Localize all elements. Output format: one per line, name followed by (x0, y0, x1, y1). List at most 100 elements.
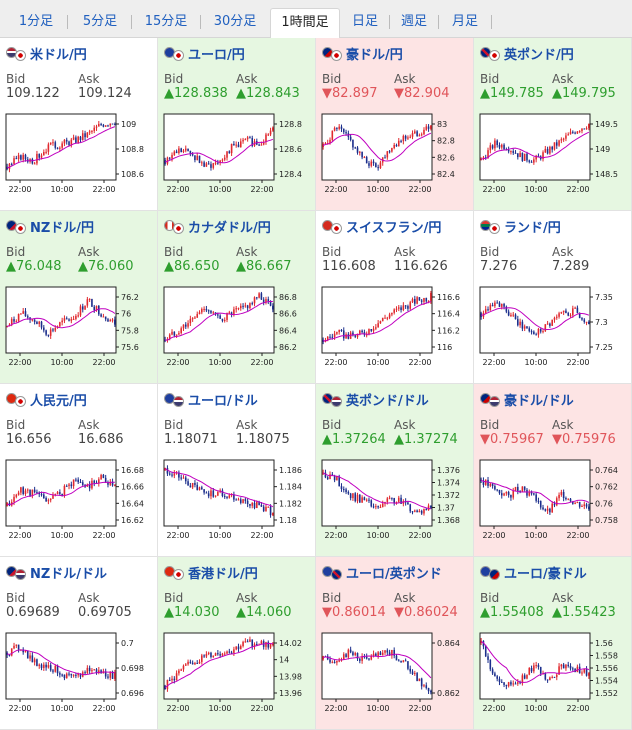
candle-body (356, 147, 359, 153)
flag-pair (164, 219, 186, 234)
pair-name[interactable]: 米ドル/円 (30, 48, 87, 63)
candle-body (498, 490, 501, 494)
candle-body (265, 134, 267, 143)
pair-name[interactable]: ユーロ/ドル (188, 394, 258, 409)
candle-body (100, 124, 102, 126)
tab-5min[interactable]: 5分足 (82, 14, 118, 29)
price-chart[interactable]: 1.56 1.558 1.556 1.554 1.552 22:00 10:00 22:00 (478, 629, 628, 717)
pair-link[interactable]: 英ポンド/円 (480, 44, 574, 63)
pair-link[interactable]: 香港ドル/円 (164, 563, 258, 582)
pair-link[interactable]: 豪ドル/円 (322, 44, 403, 63)
candle-body (212, 655, 215, 658)
candle-body (517, 486, 519, 491)
candle-body (107, 676, 109, 678)
x-tick-label: 22:00 (250, 358, 273, 367)
pair-name[interactable]: ユーロ/豪ドル (504, 567, 587, 582)
candle-body (411, 671, 414, 675)
pair-link[interactable]: 豪ドル/ドル (480, 390, 574, 409)
pair-link[interactable]: 人民元/円 (6, 390, 87, 409)
tab-15min[interactable]: 15分足 (144, 14, 188, 29)
pair-link[interactable]: ランド/円 (480, 217, 561, 236)
price-chart[interactable]: 109 108.8 108.6 22:00 10:00 22:00 (4, 110, 154, 198)
pair-link[interactable]: カナダドル/円 (164, 217, 271, 236)
tab-weekly[interactable]: 週足 (400, 14, 427, 29)
pair-name[interactable]: ユーロ/英ポンド (346, 567, 442, 582)
pair-link[interactable]: ユーロ/豪ドル (480, 563, 587, 582)
x-tick-label: 22:00 (482, 358, 505, 367)
candle-body (395, 144, 398, 147)
candle-body (494, 486, 496, 490)
usa-flag-icon (489, 395, 500, 407)
tab-1min[interactable]: 1分足 (18, 14, 54, 29)
pair-name[interactable]: 豪ドル/円 (346, 48, 403, 63)
tab-30min[interactable]: 30分足 (213, 14, 257, 29)
pair-name[interactable]: スイスフラン/円 (346, 221, 442, 236)
candle-body (217, 653, 219, 655)
candle-body (40, 321, 43, 328)
flag-pair (322, 565, 344, 580)
pair-link[interactable]: ユーロ/英ポンド (322, 563, 442, 582)
candle-body (33, 163, 36, 165)
candle-body (191, 483, 194, 488)
pair-name[interactable]: ランド/円 (504, 221, 561, 236)
candle-body (246, 305, 249, 309)
x-tick-label: 10:00 (208, 531, 231, 540)
price-chart[interactable]: 1.186 1.184 1.182 1.18 22:00 10:00 22:00 (162, 456, 312, 544)
candle-body (95, 305, 98, 311)
candle-body (178, 148, 180, 154)
ask-value: ▲86.667 (236, 259, 292, 274)
candle-body (214, 653, 217, 656)
pair-name[interactable]: 香港ドル/円 (188, 567, 258, 582)
pair-name[interactable]: 人民元/円 (30, 394, 87, 409)
pair-link[interactable]: ユーロ/円 (164, 44, 245, 63)
x-tick-label: 22:00 (92, 185, 115, 194)
pair-name[interactable]: 英ポンド/円 (504, 48, 574, 63)
candle-body (203, 489, 205, 493)
pair-name[interactable]: NZドル/円 (30, 221, 95, 236)
price-chart[interactable]: 1.376 1.374 1.372 1.37 1.368 22:00 10:00 22:00 (320, 456, 470, 544)
candle-body (36, 153, 38, 164)
price-chart[interactable]: 86.8 86.6 86.4 86.2 22:00 10:00 22:00 (162, 283, 312, 371)
pair-name[interactable]: 英ポンド/ドル (346, 394, 429, 409)
candle-body (198, 487, 201, 491)
pair-name[interactable]: 豪ドル/ドル (504, 394, 574, 409)
y-tick-label: 1.372 (437, 491, 460, 500)
pair-link[interactable]: 米ドル/円 (6, 44, 87, 63)
price-chart[interactable]: 14.02 14 13.98 13.96 22:00 10:00 22:00 (162, 629, 312, 717)
pair-name[interactable]: ユーロ/円 (188, 48, 245, 63)
candle-body (13, 158, 15, 164)
price-chart[interactable]: 0.764 0.762 0.76 0.758 22:00 10:00 22:00 (478, 456, 628, 544)
pair-link[interactable]: 英ポンド/ドル (322, 390, 429, 409)
pair-link[interactable]: ユーロ/ドル (164, 390, 258, 409)
candle-body (368, 329, 370, 335)
price-chart[interactable]: 0.7 0.698 0.696 22:00 10:00 22:00 (4, 629, 154, 717)
y-tick-label: 116 (437, 343, 452, 352)
price-chart[interactable]: 16.68 16.66 16.64 16.62 22:00 10:00 22:00 (4, 456, 154, 544)
candle-body (237, 646, 240, 650)
price-chart[interactable]: 128.8 128.6 128.4 22:00 10:00 22:00 (162, 110, 312, 198)
pair-link[interactable]: NZドル/円 (6, 217, 95, 236)
price-chart[interactable]: 83 82.8 82.6 82.4 22:00 10:00 22:00 (320, 110, 470, 198)
tab-daily[interactable]: 日足 (351, 14, 378, 29)
pair-name[interactable]: カナダドル/円 (188, 221, 271, 236)
candle-body (354, 653, 357, 656)
tab-monthly[interactable]: 月足 (451, 14, 478, 29)
candle-body (242, 305, 244, 307)
candle-body (578, 131, 581, 133)
candle-body (347, 492, 350, 494)
x-tick-label: 10:00 (366, 185, 389, 194)
price-chart[interactable]: 7.35 7.3 7.25 22:00 10:00 22:00 (478, 283, 628, 371)
price-chart[interactable]: 149.5 149 148.5 22:00 10:00 22:00 (478, 110, 628, 198)
price-chart[interactable]: 116.6 116.4 116.2 116 22:00 10:00 22:00 (320, 283, 470, 371)
price-chart[interactable]: 0.864 0.862 22:00 10:00 22:00 (320, 629, 470, 717)
candle-body (56, 492, 59, 495)
candle-body (528, 328, 531, 332)
pair-link[interactable]: スイスフラン/円 (322, 217, 442, 236)
pair-name[interactable]: NZドル/ドル (30, 567, 108, 582)
tab-1hour[interactable]: 1時間足 (270, 8, 340, 39)
pair-link[interactable]: NZドル/ドル (6, 563, 108, 582)
candle-body (588, 673, 590, 676)
y-tick-label: 116.6 (437, 293, 460, 302)
flag-pair (164, 392, 186, 407)
price-chart[interactable]: 76.2 76 75.8 75.6 22:00 10:00 22:00 (4, 283, 154, 371)
